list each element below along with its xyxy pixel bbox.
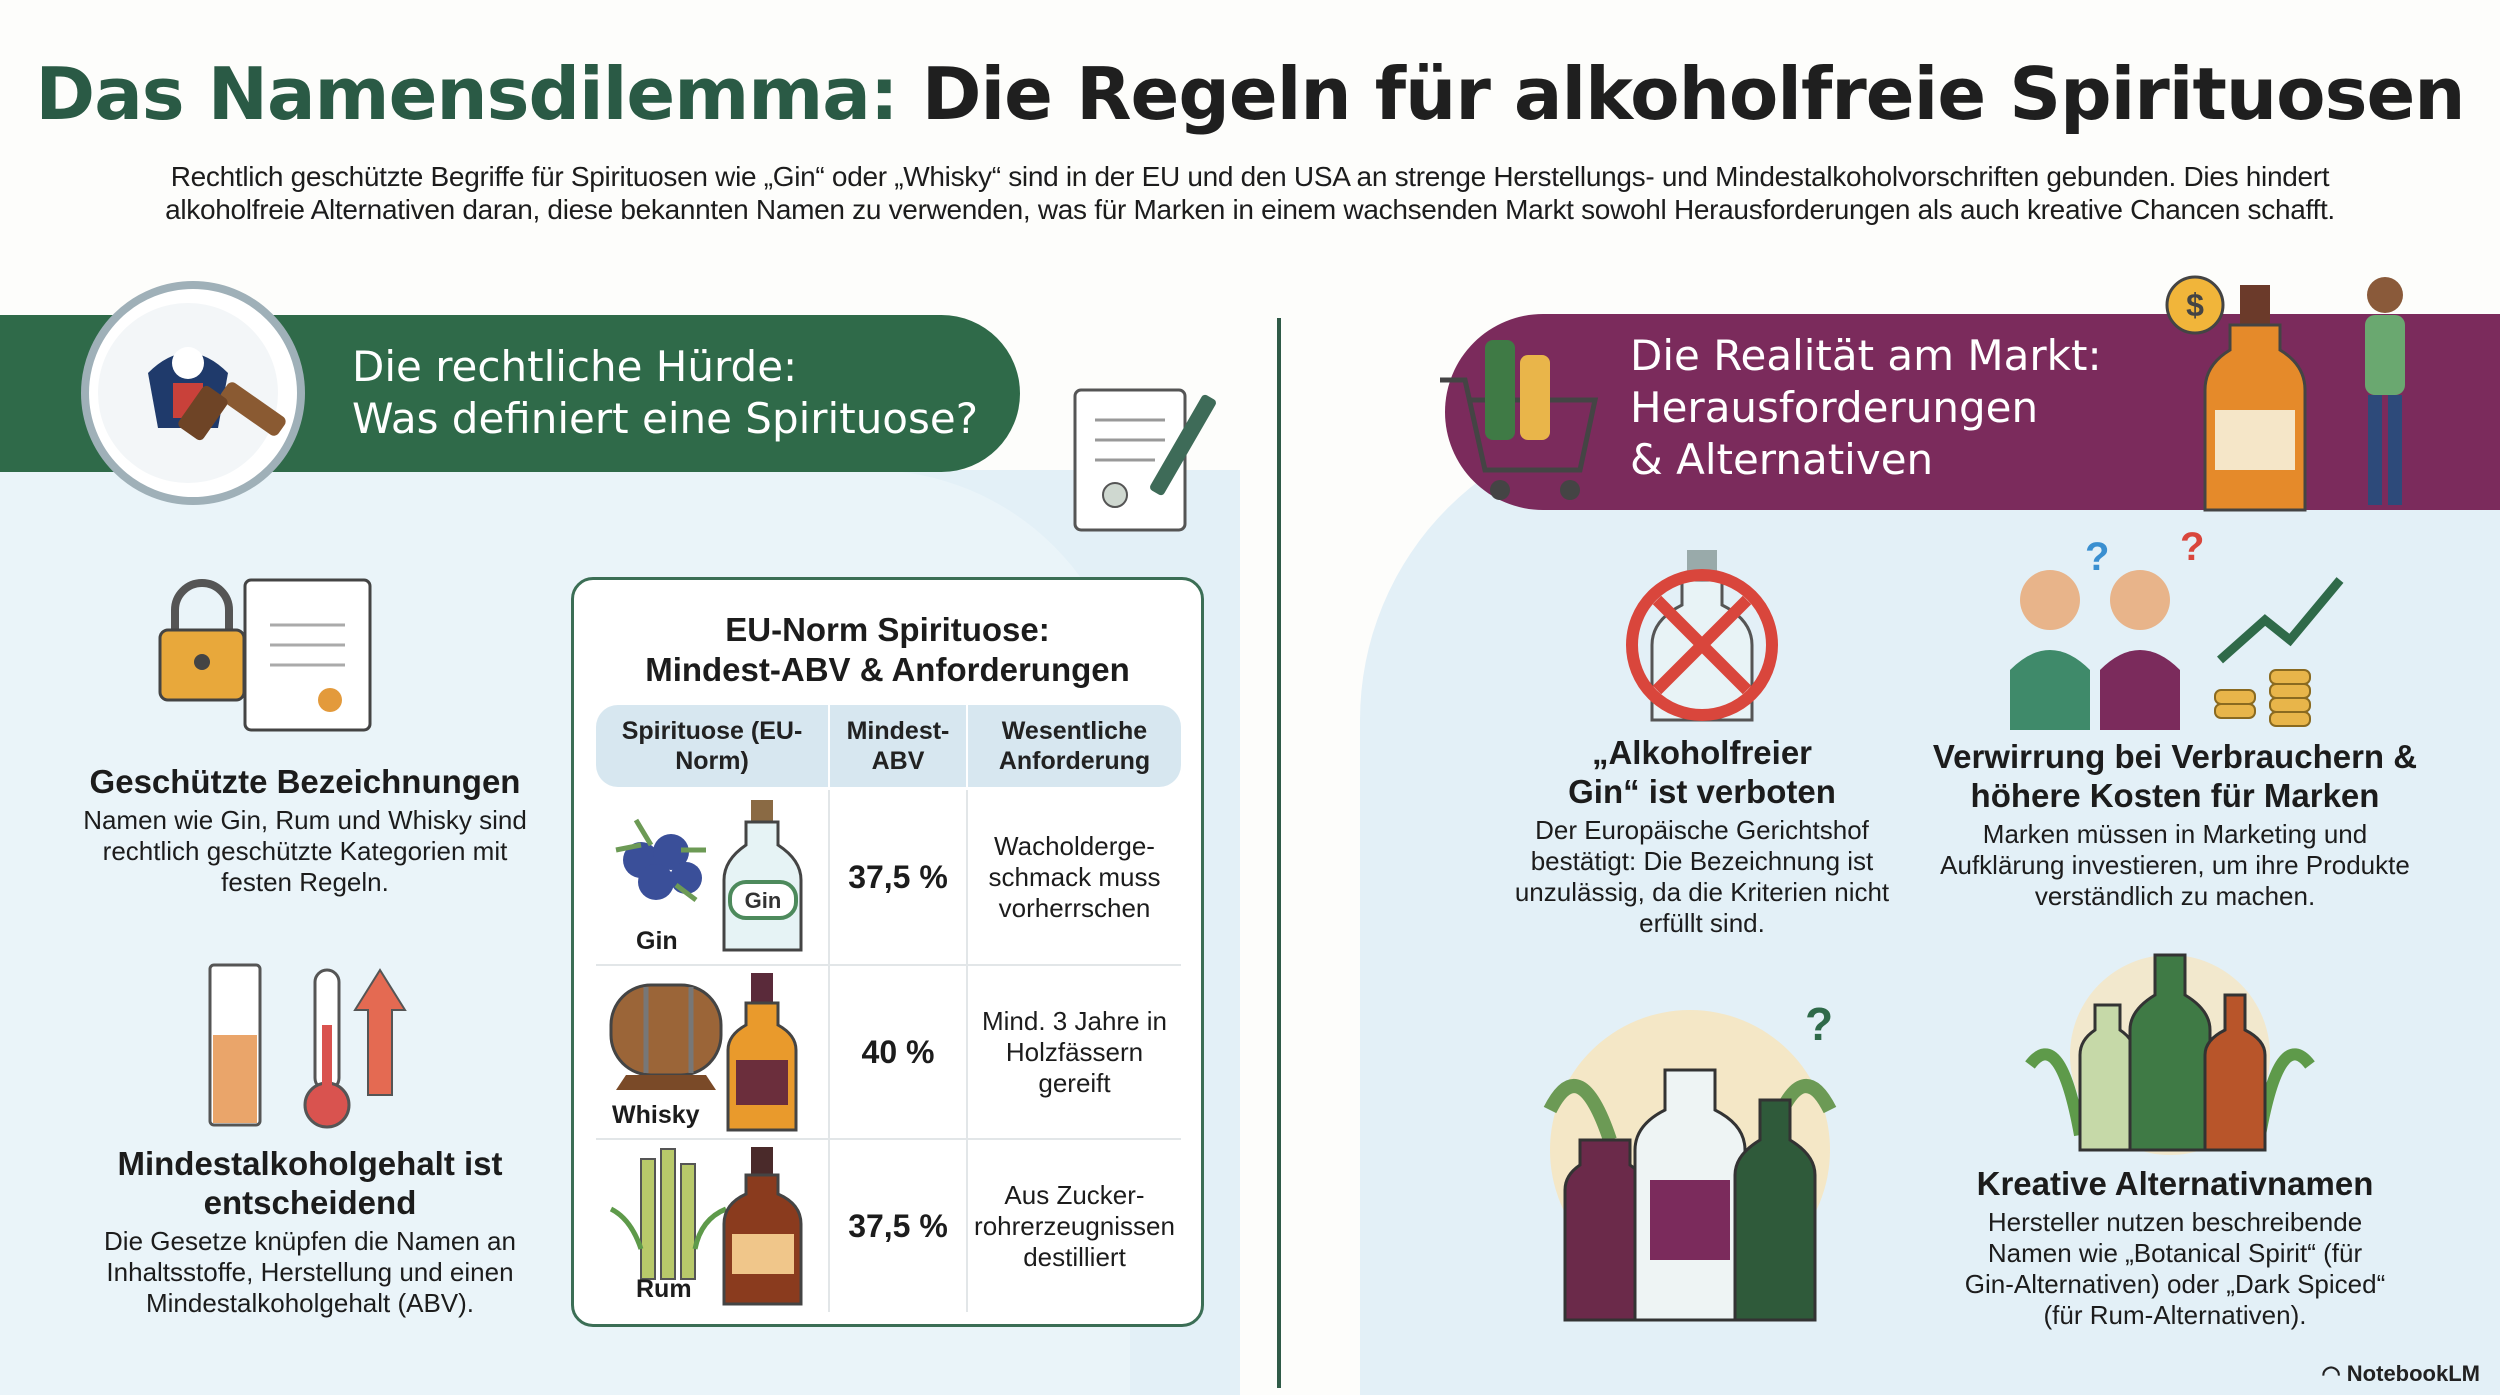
banner-line: Herausforderungen xyxy=(1630,383,2039,432)
table-row: Gin Gin 37,5 % Wacholderge-schmack muss … xyxy=(596,790,1181,964)
col-header: Wesentliche Anforderung xyxy=(998,717,1151,775)
feature-heading: Geschützte Bezeichnungen xyxy=(89,763,521,800)
feature-protected-names: Geschützte Bezeichnungen Namen wie Gin, … xyxy=(60,762,550,898)
notebooklm-branding: ◠ NotebookLM xyxy=(2321,1361,2480,1386)
feature-heading: Verwirrung bei Verbrauchern & höhere Kos… xyxy=(1932,738,2418,814)
table-row: Rum 37,5 % Aus Zucker-rohrerzeugnissen d… xyxy=(596,1138,1181,1312)
col-header: Mindest-ABV xyxy=(828,705,968,787)
shopper-bottles-icon: $ xyxy=(2165,275,2405,512)
botanical-bottles-icon xyxy=(2025,953,2315,1155)
feature-consumer-confusion: Verwirrung bei Verbrauchern & höhere Kos… xyxy=(1920,737,2430,912)
svg-text:?: ? xyxy=(2085,535,2109,579)
right-panel-bg xyxy=(1360,420,2500,1395)
section-divider xyxy=(1277,318,1281,1388)
feature-heading: Kreative Alternativnamen xyxy=(1976,1165,2374,1202)
svg-text:?: ? xyxy=(1805,998,1833,1050)
document-pen-icon xyxy=(1073,388,1216,532)
requirement: Mind. 3 Jahre in Holzfässern gereift xyxy=(982,1005,1167,1098)
banner-line: Die Realität am Markt: xyxy=(1630,331,2102,380)
spirit-name: Gin xyxy=(636,927,678,955)
intro-text: Rechtlich geschützte Begriffe für Spirit… xyxy=(165,161,2335,225)
spirit-name: Rum xyxy=(636,1275,692,1303)
prohibited-bottle-icon xyxy=(1626,550,1778,722)
svg-text:$: $ xyxy=(2186,287,2204,323)
feature-creative-names: Kreative Alternativnamen Hersteller nutz… xyxy=(1930,1164,2420,1331)
notebooklm-logo-icon: ◠ xyxy=(2321,1361,2347,1386)
spirit-name: Whisky xyxy=(612,1101,700,1129)
feature-text: Marken müssen in Marketing und Aufklärun… xyxy=(1940,819,2410,911)
measuring-thermometer-icon xyxy=(208,963,407,1129)
col-header: Spirituose (EU-Norm) xyxy=(621,717,803,775)
feature-heading: „Alkoholfreier Gin“ ist verboten xyxy=(1568,734,1836,810)
sugarcane-rum-bottle-icon xyxy=(609,1147,803,1306)
seal-gavel-icon xyxy=(81,281,305,505)
page-title: Das Namensdilemma: Die Regeln für alkoho… xyxy=(35,52,2465,136)
svg-text:Gin: Gin xyxy=(745,888,782,913)
eu-norm-table-card: EU-Norm Spirituose: Mindest-ABV & Anforde… xyxy=(571,577,1204,1327)
shopping-cart-icon xyxy=(1440,340,1599,500)
feature-text: Der Europäische Gerichtshof bestätigt: D… xyxy=(1514,815,1890,938)
requirement: Wacholderge-schmack muss vorherrschen xyxy=(988,830,1161,923)
table-row: Whisky 40 % Mind. 3 Jahre in Holzfässern… xyxy=(596,964,1181,1138)
table-title: EU-Norm Spirituose: Mindest-ABV & Anforde… xyxy=(645,611,1130,688)
feature-min-alcohol: Mindestalkoholgehalt ist entscheidend Di… xyxy=(80,1144,540,1319)
banner-line: & Alternativen xyxy=(1630,435,1934,484)
juniper-gin-bottle-icon: Gin xyxy=(615,800,803,952)
min-abv: 37,5 % xyxy=(828,790,968,964)
feature-text: Namen wie Gin, Rum und Whisky sind recht… xyxy=(83,805,527,897)
min-abv: 40 % xyxy=(828,966,968,1138)
requirement: Aus Zucker-rohrerzeugnissen destilliert xyxy=(974,1179,1175,1272)
banner-line: Die rechtliche Hürde: xyxy=(352,342,798,391)
feature-heading: Mindestalkoholgehalt ist entscheidend xyxy=(117,1145,503,1221)
svg-text:?: ? xyxy=(2180,530,2204,569)
market-reality-banner: Die Realität am Markt: Herausforderungen… xyxy=(1445,314,2500,510)
min-abv: 37,5 % xyxy=(828,1140,968,1312)
alternative-bottles-icon: ? xyxy=(1543,998,1837,1322)
table-header: Spirituose (EU-Norm) Mindest-ABV Wesentl… xyxy=(596,705,1181,787)
confused-consumers-costs-icon: ?? xyxy=(2010,530,2344,730)
barrel-whisky-bottle-icon xyxy=(609,973,798,1132)
lock-certificate-icon xyxy=(158,578,372,732)
feature-text: Die Gesetze knüpfen die Namen an Inhalts… xyxy=(104,1226,516,1318)
feature-nonalcoholic-gin-banned: „Alkoholfreier Gin“ ist verboten Der Eur… xyxy=(1500,733,1904,939)
banner-line: Was definiert eine Spirituose? xyxy=(352,394,979,443)
feature-text: Hersteller nutzen beschreibende Namen wi… xyxy=(1964,1207,2386,1330)
